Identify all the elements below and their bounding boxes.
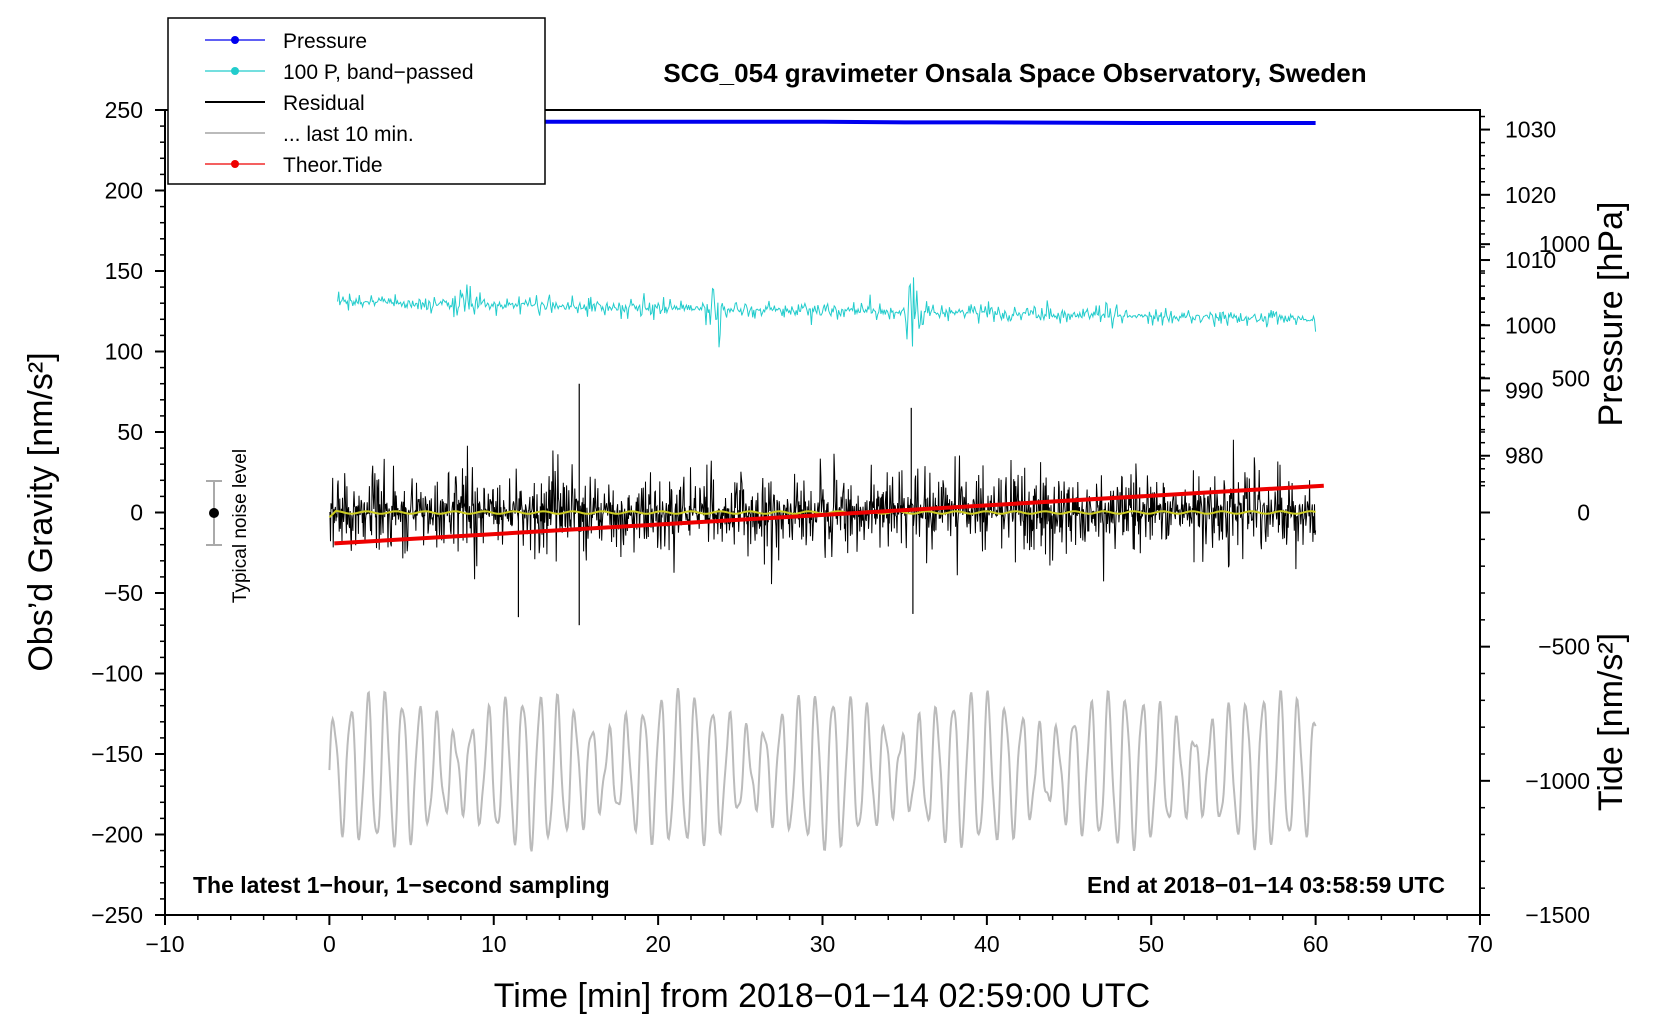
x-tick-label: 10 — [481, 931, 507, 957]
last-10-min-line — [328, 687, 1317, 852]
x-tick-label: −10 — [145, 931, 184, 957]
tide-tick-label: 500 — [1552, 365, 1590, 391]
annotation-end-time: End at 2018−01−14 03:58:59 UTC — [1087, 872, 1445, 898]
x-tick-label: 40 — [974, 931, 1000, 957]
x-tick-label: 50 — [1138, 931, 1164, 957]
tide-tick-label: −1500 — [1525, 902, 1590, 928]
theoretical-tide-line — [334, 483, 1324, 546]
pressure-tick-label: 1010 — [1505, 247, 1556, 273]
pressure-axis-title: Pressure [hPa] — [1592, 202, 1630, 427]
x-tick-label: 20 — [645, 931, 671, 957]
legend-label-bandpassed: 100 P, band−passed — [283, 61, 474, 84]
annotation-sampling: The latest 1−hour, 1−second sampling — [193, 872, 610, 898]
pressure-tick-label: 980 — [1505, 443, 1543, 469]
legend-label-pressure: Pressure — [283, 30, 367, 53]
tide-tick-label: −1000 — [1525, 768, 1590, 794]
legend-marker-pressure — [231, 36, 239, 44]
noise-level-indicator: Typical noise level — [206, 449, 251, 603]
y-tick-label: −100 — [91, 661, 143, 687]
tide-tick-label: −500 — [1538, 634, 1590, 660]
y-tick-label: −150 — [91, 741, 143, 767]
y-tick-label: −200 — [91, 822, 143, 848]
y-tick-label: 250 — [105, 97, 143, 123]
y-tick-label: −250 — [91, 902, 143, 928]
x-tick-label: 0 — [323, 931, 336, 957]
legend-label-last10: ... last 10 min. — [283, 123, 414, 146]
x-tick-label: 70 — [1467, 931, 1493, 957]
noise-center-dot — [209, 508, 219, 518]
bandpassed-pressure-line — [337, 277, 1317, 348]
y-tick-label: 50 — [117, 419, 143, 445]
residual-line — [329, 439, 1317, 585]
legend: Pressure 100 P, band−passed Residual ...… — [167, 17, 546, 185]
chart-title: SCG_054 gravimeter Onsala Space Observat… — [663, 58, 1366, 88]
x-tick-label: 60 — [1303, 931, 1329, 957]
pressure-tick-label: 990 — [1505, 378, 1543, 404]
axis-ticks: −10 0 10 20 30 40 50 60 70250200150100500−50−100… — [91, 97, 1590, 957]
tide-tick-label: 0 — [1577, 500, 1590, 526]
tide-axis-title: Tide [nm/s²] — [1592, 633, 1630, 811]
legend-label-tide: Theor.Tide — [283, 154, 383, 177]
tide-tick-label: 1000 — [1539, 231, 1590, 257]
y-tick-label: 200 — [105, 178, 143, 204]
x-axis-title: Time [min] from 2018−01−14 02:59:00 UTC — [494, 977, 1150, 1015]
pressure-tick-label: 1020 — [1505, 182, 1556, 208]
legend-label-residual: Residual — [283, 92, 365, 115]
pressure-tick-label: 1000 — [1505, 312, 1556, 338]
x-tick-label: 30 — [810, 931, 836, 957]
noise-label: Typical noise level — [230, 449, 251, 603]
legend-marker-tide — [231, 160, 239, 168]
legend-marker-bandpassed — [231, 67, 239, 75]
y-axis-title: Obs’d Gravity [nm/s²] — [22, 352, 60, 671]
y-tick-label: 100 — [105, 339, 143, 365]
y-tick-label: 0 — [130, 500, 143, 526]
y-tick-label: 150 — [105, 258, 143, 284]
pressure-tick-label: 1030 — [1505, 117, 1556, 143]
y-tick-label: −50 — [104, 580, 143, 606]
